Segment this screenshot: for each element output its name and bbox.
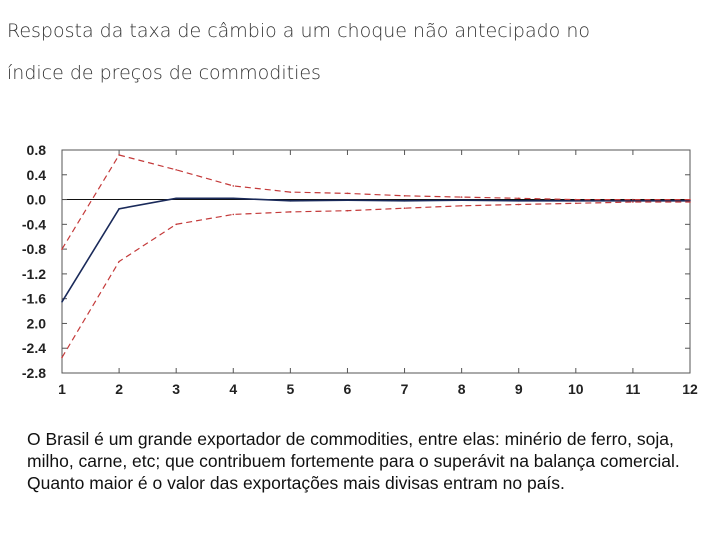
response-line: [61, 197, 690, 303]
response-line-point: [632, 199, 634, 202]
lower-band-line: [61, 201, 690, 358]
x-tick-label: 5: [286, 381, 294, 397]
y-tick-label: -1.2: [22, 266, 46, 282]
lower-band-line-point: [575, 202, 577, 205]
response-line-point: [61, 300, 63, 303]
response-line-point: [575, 199, 577, 202]
upper-band-line-point: [575, 198, 577, 201]
upper-band-line-point: [689, 198, 691, 201]
caption-text: O Brasil é um grande exportador de commo…: [27, 429, 680, 493]
response-line-point: [118, 208, 120, 210]
lower-band-line-point: [460, 204, 463, 207]
y-tick-label: -2.8: [22, 365, 46, 381]
y-tick-label: -0.4: [22, 216, 46, 232]
upper-band-line-point: [175, 169, 177, 171]
y-tick-label: -2.4: [22, 340, 46, 356]
y-tick-label: 0.0: [27, 192, 47, 208]
lower-band-line-point: [289, 211, 292, 213]
x-tick-label: 10: [568, 381, 584, 397]
upper-band-line-point: [118, 154, 120, 156]
y-tick-label: 0.8: [27, 142, 47, 158]
lower-band-line-point: [689, 201, 691, 203]
y-tick-label: 0.4: [27, 167, 47, 183]
upper-band-line: [61, 154, 690, 250]
x-tick-label: 3: [172, 381, 180, 397]
x-tick-label: 6: [344, 381, 352, 397]
lower-band-line-point: [346, 209, 349, 212]
y-tick-label: 2.0: [27, 315, 47, 331]
lower-band-line-point: [61, 356, 63, 359]
upper-band-line-point: [289, 191, 292, 193]
upper-band-line-point: [61, 248, 63, 250]
lower-band-line-point: [517, 203, 520, 206]
response-line-point: [289, 199, 292, 202]
response-line-point: [403, 199, 406, 202]
response-line-point: [175, 197, 177, 200]
y-tick-label: -0.8: [22, 241, 46, 257]
upper-band-line-point: [632, 198, 634, 201]
plot-frame: [61, 149, 691, 374]
slide-title-line-1: Resposta da taxa de câmbio a um choque n…: [7, 20, 591, 42]
response-line-point: [460, 199, 463, 201]
x-tick-label: 2: [115, 381, 123, 397]
lower-band-line-point: [232, 213, 235, 216]
lower-band-line-point: [632, 201, 634, 203]
x-tick-label: 4: [229, 381, 237, 397]
response-line-point: [689, 199, 691, 202]
slide-title-line-2: índice de preços de commodities: [7, 62, 321, 84]
response-line-point: [346, 199, 349, 201]
x-tick-label: 7: [401, 381, 409, 397]
upper-band-line-point: [232, 185, 235, 187]
upper-band-line-point: [403, 195, 406, 197]
upper-band-line-point: [460, 196, 463, 198]
x-tick-label: 8: [458, 381, 466, 397]
lower-band-line-point: [403, 207, 406, 210]
x-tick-label: 12: [682, 381, 698, 397]
y-tick-label: -1.6: [22, 291, 46, 307]
lower-band-line-point: [175, 223, 177, 226]
x-tick-label: 11: [626, 381, 641, 397]
impulse-response-chart: 0.80.40.0-0.4-0.8-1.2-1.62.0-2.4-2.81 2 3 4…: [22, 142, 698, 397]
x-tick-label: 9: [515, 381, 523, 397]
upper-band-line-point: [346, 192, 349, 195]
response-line-point: [232, 197, 235, 200]
response-line-point: [517, 199, 520, 202]
lower-band-line-point: [118, 260, 120, 263]
x-tick-label: 1: [58, 381, 66, 397]
upper-band-line-point: [517, 197, 520, 200]
